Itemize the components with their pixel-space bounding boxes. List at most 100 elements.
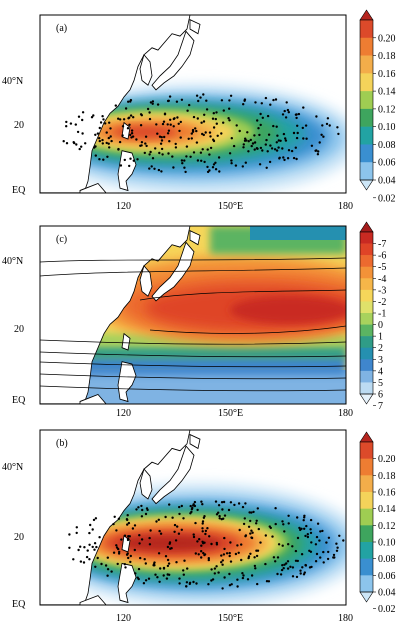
colorbar-tick-label: 3	[378, 355, 383, 366]
track-dot	[204, 131, 207, 134]
track-dot	[214, 168, 218, 171]
track-dot	[250, 574, 254, 577]
track-dot	[292, 131, 296, 135]
track-dot	[144, 142, 147, 145]
track-dot	[171, 155, 174, 158]
track-dot	[123, 563, 127, 566]
track-dot	[174, 142, 177, 146]
track-dot	[197, 553, 200, 556]
track-dot	[167, 129, 171, 132]
track-dot	[101, 138, 104, 142]
track-dot	[109, 135, 112, 138]
colorbar-swatch	[360, 442, 373, 459]
track-dot	[192, 151, 196, 154]
track-dot	[172, 166, 175, 169]
track-dot	[234, 552, 238, 556]
track-dot	[304, 564, 308, 567]
track-dot	[130, 129, 134, 132]
track-dot	[195, 129, 198, 133]
panel-b-field	[40, 430, 346, 605]
track-dot	[253, 556, 256, 559]
panel-b-lon-150: 150°E	[218, 613, 243, 624]
track-dot	[342, 539, 345, 542]
track-dot	[173, 523, 177, 527]
track-dot	[228, 584, 232, 587]
track-dot	[213, 572, 216, 575]
colorbar-tick-label: 0.02	[378, 604, 396, 615]
track-dot	[88, 543, 91, 546]
track-dot	[178, 129, 181, 133]
track-dot	[98, 158, 101, 161]
track-dot	[168, 95, 172, 98]
track-dot	[212, 138, 215, 141]
colorbar-tick-label: 0.20	[378, 33, 396, 44]
track-dot	[185, 581, 189, 584]
track-dot	[124, 566, 127, 569]
track-dot	[85, 555, 89, 559]
track-dot	[277, 543, 281, 546]
track-dot	[149, 529, 152, 532]
track-dot	[315, 149, 318, 152]
track-dot	[283, 109, 286, 113]
track-dot	[264, 562, 267, 566]
track-dot	[178, 505, 181, 509]
track-dot	[203, 515, 206, 518]
track-dot	[289, 565, 292, 568]
track-dot	[82, 561, 86, 564]
track-dot	[183, 559, 186, 562]
panel-c-contours	[40, 257, 346, 392]
track-dot	[189, 155, 192, 158]
track-dot	[247, 525, 251, 528]
track-dot	[200, 121, 203, 124]
track-dot	[223, 536, 226, 540]
track-dot	[158, 529, 161, 533]
track-dot	[160, 147, 164, 151]
track-dot	[107, 136, 111, 140]
panel-a-lon-120: 120	[116, 201, 131, 212]
track-dot	[109, 127, 112, 130]
track-dot	[157, 168, 161, 172]
track-dot	[114, 104, 118, 107]
track-dot	[148, 536, 151, 540]
track-dot	[94, 133, 97, 136]
track-dot	[220, 561, 223, 564]
track-dot	[309, 531, 313, 535]
track-dot	[162, 120, 166, 123]
colorbar-swatch	[360, 475, 373, 493]
track-dot	[315, 552, 319, 556]
track-dot	[144, 562, 147, 565]
track-dot	[218, 170, 221, 173]
track-dot	[117, 117, 120, 120]
colorbar-swatch	[360, 301, 373, 314]
colorbar-swatch	[360, 525, 373, 543]
panel-a-frame	[39, 14, 347, 194]
track-dot	[148, 167, 151, 170]
track-dot	[117, 552, 121, 555]
track-dot	[325, 122, 329, 126]
track-dot	[194, 127, 197, 130]
track-dot	[123, 158, 127, 162]
track-dot	[279, 139, 282, 142]
track-dot	[120, 538, 123, 541]
track-dot	[259, 112, 262, 116]
track-dot	[206, 165, 209, 169]
track-dot	[247, 140, 250, 143]
colorbar-swatch	[360, 20, 373, 39]
track-dot	[256, 582, 259, 586]
track-dot	[153, 167, 156, 170]
track-dot	[136, 576, 139, 579]
track-dot	[276, 134, 279, 137]
track-dot	[230, 162, 233, 165]
track-dot	[154, 573, 157, 576]
panel-c: (c) 40°N 20 EQ 120 150°E 180 -7-6-5-4-3-…	[2, 221, 386, 419]
track-dot	[243, 517, 246, 520]
track-dot	[74, 123, 78, 126]
track-dot	[162, 574, 165, 577]
track-dot	[107, 142, 110, 145]
track-dot	[322, 135, 325, 138]
colorbar-tick-label: 0.16	[378, 488, 396, 499]
colorbar-tick-label: 0.14	[378, 504, 396, 515]
track-dot	[115, 544, 118, 547]
track-dot	[123, 534, 127, 537]
colorbar-tick-label: 0.12	[378, 521, 396, 532]
